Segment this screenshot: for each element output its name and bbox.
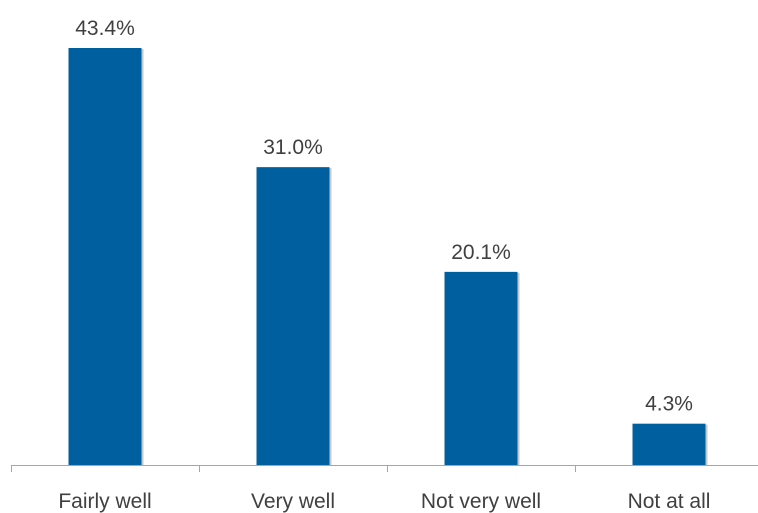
category-label: Very well <box>251 490 335 513</box>
data-label: 20.1% <box>451 241 511 264</box>
category-label: Not at all <box>628 490 711 513</box>
category-label: Fairly well <box>58 490 151 513</box>
bar-not-at-all <box>632 423 706 465</box>
x-axis <box>11 465 758 472</box>
data-labels: 43.4% 31.0% 20.1% 4.3% <box>75 17 693 416</box>
data-label: 31.0% <box>263 136 323 159</box>
data-label: 43.4% <box>75 17 135 40</box>
bar-not-very-well <box>444 271 518 465</box>
bars <box>68 48 708 466</box>
category-labels: Fairly well Very well Not very well Not at … <box>58 490 710 513</box>
category-label: Not very well <box>421 490 541 513</box>
data-label: 4.3% <box>645 393 693 416</box>
bar-very-well <box>256 167 330 465</box>
bar-fairly-well <box>68 48 142 465</box>
